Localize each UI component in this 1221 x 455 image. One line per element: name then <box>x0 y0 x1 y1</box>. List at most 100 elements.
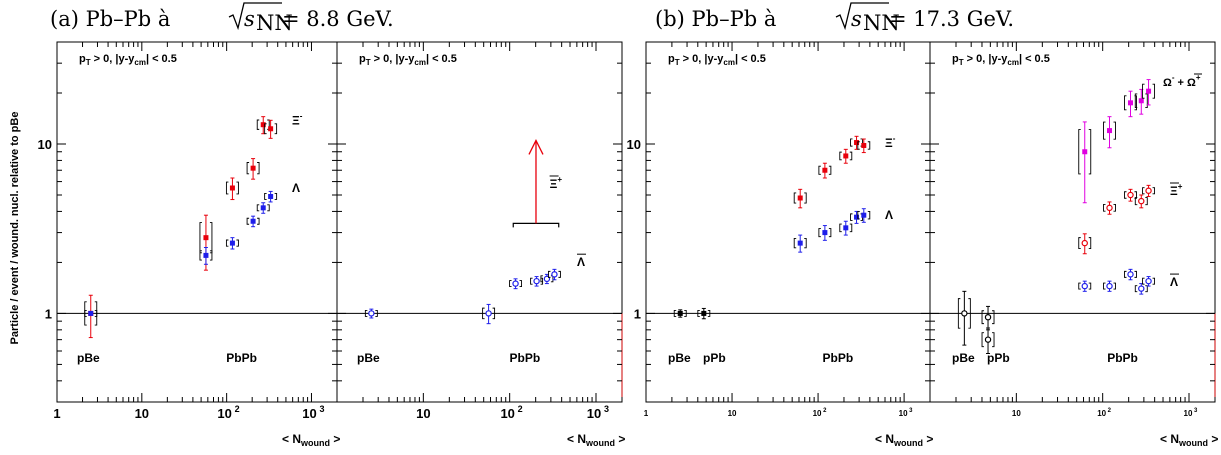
systematic-bracket <box>673 309 687 317</box>
y-tick-label: 10 <box>38 137 52 152</box>
data-point <box>1145 277 1152 285</box>
systematic-bracket <box>857 211 871 220</box>
title-a: (a) Pb–Pb à s NN = 8.8 GeV. <box>50 2 394 35</box>
x-axis-label-main: < N <box>567 432 586 446</box>
data-point <box>260 122 266 128</box>
data-point <box>984 313 992 321</box>
y-tick-label: 10 <box>627 137 641 152</box>
species-label-lambda-main: Λ <box>292 181 300 195</box>
data-point <box>797 195 803 201</box>
x-tick-label: 10 <box>500 406 514 421</box>
systematic-bracket <box>818 165 832 175</box>
y-tick-label: 1 <box>634 306 641 321</box>
system-label: PbPb <box>226 351 257 365</box>
systematic-bracket <box>1078 282 1092 290</box>
data-point <box>822 230 828 236</box>
cut-label: pT > 0, |y-ycm| < 0.5 <box>79 53 177 67</box>
cut-label: pT > 0, |y-ycm| < 0.5 <box>668 53 766 67</box>
x-axis-label-sub: wound <box>585 438 615 448</box>
data-point <box>677 310 683 316</box>
species-label-antixi-main: Ξ <box>550 177 558 191</box>
cut-label-rest: | < 0.5 <box>735 53 766 65</box>
system-label: PbPb <box>1107 351 1138 365</box>
series-anti- <box>1078 268 1156 295</box>
x-axis-label-main: < N <box>282 432 301 446</box>
systematic-bracket <box>1142 187 1156 195</box>
x-axis-label-sub: wound <box>300 438 330 448</box>
data-point <box>268 126 274 132</box>
data-point <box>203 252 209 258</box>
x-tick-label: 10 <box>217 406 231 421</box>
x-axis-label: < Nwound > <box>1160 432 1218 448</box>
systematic-bracket <box>857 141 871 150</box>
svg-text:= 8.8 GeV.: = 8.8 GeV. <box>282 7 394 31</box>
series-reference <box>673 307 711 320</box>
systematic-bracket <box>1078 237 1092 250</box>
systematic-bracket <box>84 309 98 317</box>
systematic-bracket <box>482 307 496 320</box>
species-label-antixi-sup: + <box>557 175 562 184</box>
x-tick-label: 10 <box>728 409 737 418</box>
x-axis-label-end: > <box>923 432 933 446</box>
series-anti- <box>364 268 561 325</box>
data-point <box>843 153 849 159</box>
cut-label-rest: > 0, |y-y <box>964 53 1009 65</box>
cut-label: pT > 0, |y-ycm| < 0.5 <box>359 53 457 67</box>
data-point <box>485 310 492 317</box>
data-point <box>861 212 867 218</box>
species-label-lambda: Λ <box>292 181 300 195</box>
series-anti- <box>1078 184 1156 255</box>
data-point <box>250 218 256 224</box>
data-point <box>260 205 266 211</box>
system-label: PbPb <box>510 351 541 365</box>
x-axis-label-end: > <box>615 432 625 446</box>
x-tick-label: 10 <box>899 409 908 418</box>
series-reference <box>957 290 995 354</box>
x-tick-label: 1 <box>53 406 60 421</box>
x-axis-label: < Nwound > <box>567 432 625 448</box>
svg-text:(a) Pb–Pb à: (a) Pb–Pb à <box>50 7 170 31</box>
systematic-bracket <box>246 217 260 225</box>
system-label: pPb <box>987 351 1010 365</box>
panel-a-right: 10 10 2 10 3< Nwound >pT > 0, |y-ycm| < 0.5p… <box>336 41 625 448</box>
data-point <box>533 277 540 285</box>
cut-label-sub: cm <box>1007 58 1019 67</box>
systematic-bracket <box>818 228 832 238</box>
systematic-bracket <box>530 277 544 285</box>
data-point <box>797 240 803 246</box>
sqrt-symbol-b <box>835 2 889 31</box>
x-tick-label: 10 <box>416 406 430 421</box>
system-label: pBe <box>668 351 691 365</box>
system-label: PbPb <box>823 351 854 365</box>
sqrt-symbol-a <box>228 2 282 31</box>
data-point <box>268 193 274 199</box>
data-point <box>854 140 860 146</box>
svg-text:= 17.3 GeV.: = 17.3 GeV. <box>889 7 1014 31</box>
x-tick-label: 10 <box>135 406 149 421</box>
cut-label-rest: > 0, |y-y <box>371 53 416 65</box>
cut-label-sub: T <box>959 58 964 67</box>
systematic-bracket <box>1134 93 1148 109</box>
cut-label-sub: cm <box>134 58 146 67</box>
series-- <box>793 208 871 253</box>
cut-label-rest: | < 0.5 <box>426 53 457 65</box>
lower-limit-arrow <box>512 138 560 228</box>
species-label-antixi-sup: + <box>1178 182 1183 191</box>
data-point <box>88 310 94 316</box>
x-axis-label-sub: wound <box>1178 438 1208 448</box>
systematic-bracket <box>1103 203 1116 212</box>
systematic-bracket <box>1103 121 1116 140</box>
species-label-antilambda-main: Λ <box>577 255 585 269</box>
data-point <box>1081 282 1088 290</box>
data-point <box>854 214 860 220</box>
series--anti- <box>1078 79 1156 204</box>
systematic-bracket <box>547 270 561 278</box>
data-point <box>701 310 707 316</box>
systematic-bracket <box>981 332 995 348</box>
species-label-omega-sup: - <box>1172 73 1175 82</box>
species-label-antixi: Ξ+ <box>550 175 563 191</box>
cut-label-sub: T <box>675 58 680 67</box>
species-label-xi-sup: - <box>893 134 896 143</box>
cut-label-sub: cm <box>723 58 735 67</box>
